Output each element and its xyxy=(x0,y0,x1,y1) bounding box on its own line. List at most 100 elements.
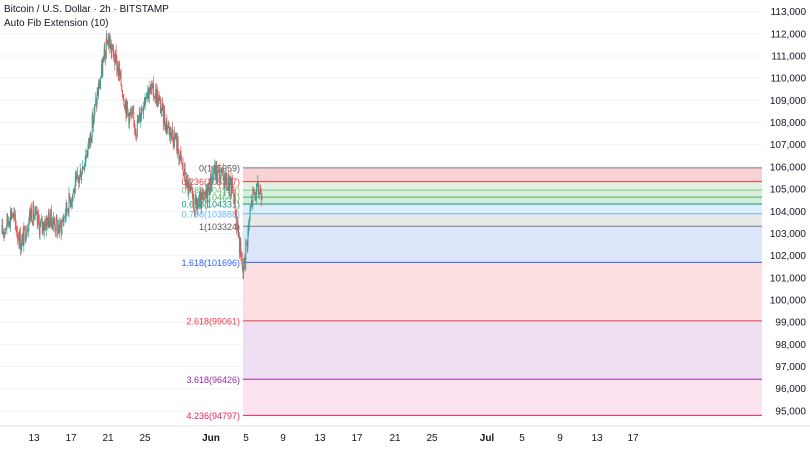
candle-body xyxy=(18,237,20,246)
candle-body xyxy=(32,205,34,224)
time-axis-label: 25 xyxy=(139,433,151,444)
candle-body xyxy=(178,152,180,161)
candle-body xyxy=(113,51,115,61)
candle-body xyxy=(181,163,183,165)
candle-body xyxy=(155,89,157,99)
candle-body xyxy=(43,222,45,232)
candle-body xyxy=(34,211,36,218)
candle-body xyxy=(124,105,126,110)
candle-body xyxy=(253,188,254,190)
time-axis-label: 21 xyxy=(389,433,401,444)
candle-body xyxy=(21,234,23,240)
fib-level-label: 0.618(104331) xyxy=(181,199,240,209)
candle-body xyxy=(2,232,4,234)
candle-body xyxy=(31,221,33,224)
fib-zone xyxy=(243,379,762,416)
candle-body xyxy=(177,139,179,153)
candle-body xyxy=(236,223,238,228)
candle-body xyxy=(203,192,205,196)
candle-body xyxy=(261,196,263,200)
candle-body xyxy=(4,229,6,234)
candle-body xyxy=(67,209,68,211)
candle-body xyxy=(5,227,7,230)
candle-body xyxy=(64,215,66,218)
candle-body xyxy=(145,98,147,100)
candle-body xyxy=(57,226,59,234)
candle-body xyxy=(7,214,9,223)
time-axis-label: 9 xyxy=(280,433,286,444)
candle-body xyxy=(55,217,57,231)
candle-body xyxy=(73,188,75,193)
candle-body xyxy=(250,207,252,211)
candle-body xyxy=(205,194,207,196)
candle-body xyxy=(167,126,169,130)
time-axis-label: 17 xyxy=(65,433,77,444)
fib-zone xyxy=(243,213,762,227)
candle-body xyxy=(155,89,157,103)
price-axis-label: 103,000 xyxy=(770,229,807,240)
candle-body xyxy=(208,182,210,194)
time-axis-label: 5 xyxy=(519,433,525,444)
candle-body xyxy=(217,170,219,180)
candle-body xyxy=(187,181,189,193)
candle-body xyxy=(193,210,195,213)
candle-body xyxy=(45,217,47,230)
candle-body xyxy=(256,183,258,187)
candle-body xyxy=(24,226,25,228)
candle-body xyxy=(72,192,74,195)
indicator-label[interactable]: Auto Fib Extension (10) xyxy=(4,18,109,29)
candle-body xyxy=(148,88,150,98)
candle-body xyxy=(97,93,99,96)
candle-body xyxy=(162,103,164,123)
candle-body xyxy=(99,82,101,89)
candle-body xyxy=(260,194,262,200)
price-axis-label: 102,000 xyxy=(770,251,807,262)
candle-body xyxy=(179,156,181,161)
candle-body xyxy=(107,40,109,46)
candle-body xyxy=(249,210,251,221)
fib-zone xyxy=(243,203,762,214)
candle-body xyxy=(242,269,244,274)
candle-body xyxy=(71,201,73,203)
candle-body xyxy=(79,170,81,176)
candle-body xyxy=(19,232,21,250)
price-axis-label: 100,000 xyxy=(770,296,807,307)
candle-body xyxy=(176,139,178,151)
fib-zone xyxy=(243,167,762,182)
candle-body xyxy=(195,196,197,198)
candle-body xyxy=(196,196,197,204)
symbol-title[interactable]: Bitcoin / U.S. Dollar · 2h · BITSTAMP xyxy=(4,4,169,15)
candle-body xyxy=(184,168,186,183)
candle-body xyxy=(17,232,18,238)
candle-body xyxy=(134,128,136,130)
candle-body xyxy=(162,103,164,105)
candle-body xyxy=(122,97,124,99)
candle-body xyxy=(237,223,239,236)
candle-body xyxy=(145,97,147,99)
price-axis-label: 101,000 xyxy=(770,273,807,284)
candle-body xyxy=(74,188,76,194)
candle-body xyxy=(39,224,41,235)
fib-zone xyxy=(243,320,762,380)
price-axis-label: 111,000 xyxy=(771,52,806,63)
candle-body xyxy=(101,64,103,76)
candle-body xyxy=(41,219,43,229)
candle-body xyxy=(216,166,218,180)
candle-body xyxy=(215,164,216,179)
candle-body xyxy=(172,128,173,135)
candle-body xyxy=(3,232,5,234)
price-axis-label: 110,000 xyxy=(771,74,807,85)
fib-level-label: 0.5(104641) xyxy=(191,193,240,203)
candle-body xyxy=(57,220,59,234)
candle-body xyxy=(41,219,42,222)
candle-body xyxy=(136,119,138,135)
candle-body xyxy=(166,121,168,130)
candle-body xyxy=(240,242,242,254)
candle-body xyxy=(65,202,67,216)
candle-body xyxy=(20,249,22,251)
candle-body xyxy=(66,202,68,211)
candle-body xyxy=(250,200,252,208)
candle-body xyxy=(159,98,161,100)
